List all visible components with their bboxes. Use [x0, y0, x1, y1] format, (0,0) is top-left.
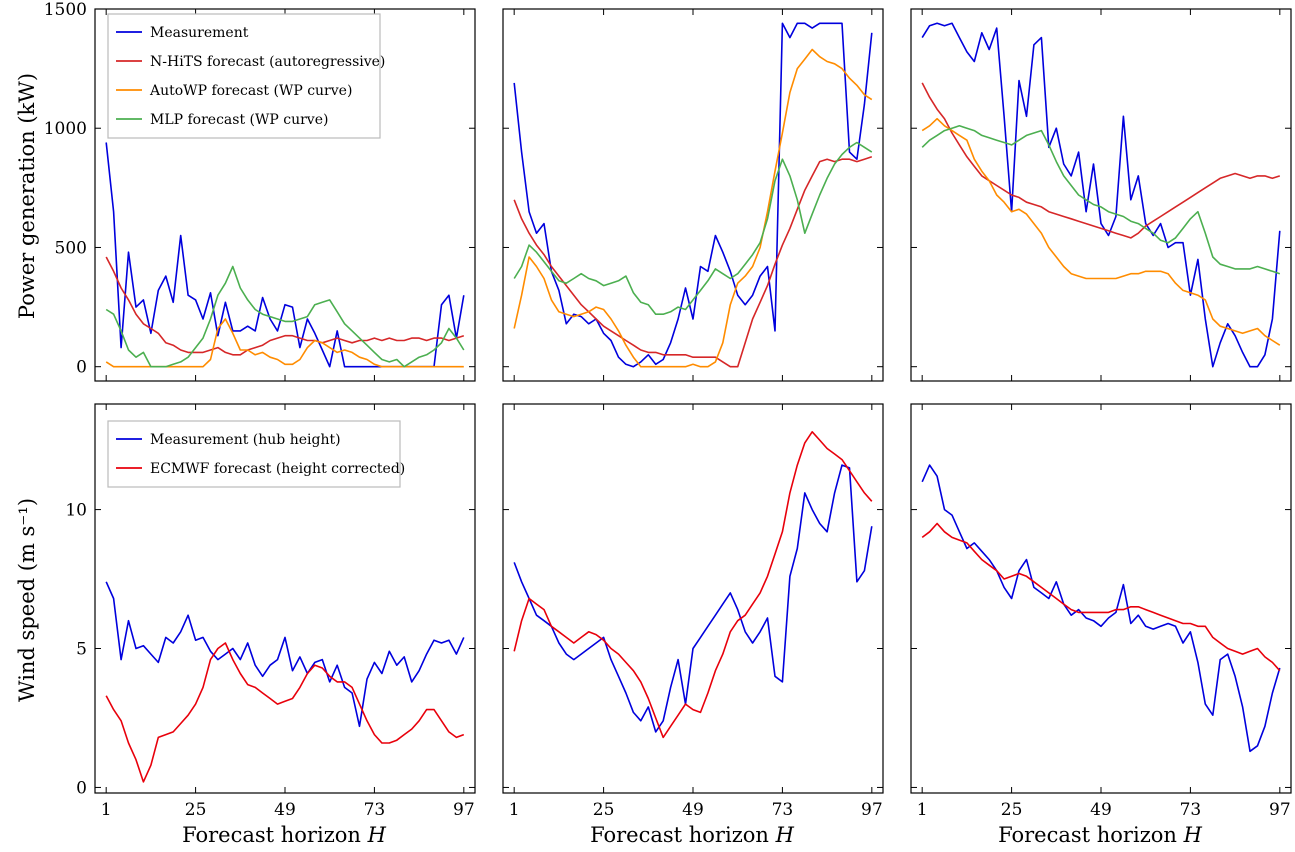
y-axis-title-wind: Wind speed (m s⁻¹) [15, 498, 39, 702]
legends: Measurement N-HiTS forecast (autoregressi… [107, 13, 405, 488]
panels: 0 500 1000 1500 1 25 49 73 97 0 5 10 1 25 49 73 97 1 25 49 7… [44, 0, 1292, 820]
x-tick-label: 25 [593, 800, 615, 820]
series-line-autowp [921, 117, 1281, 346]
legend-wind: Measurement (hub height) ECMWF forecast (… [107, 420, 405, 488]
x-tick-label: 49 [274, 800, 296, 820]
series-line-ecmwf [513, 431, 873, 739]
plot-frame [910, 8, 1292, 382]
panel-top-left: 0 500 1000 1500 [44, 0, 476, 382]
legend-label-autowp: AutoWP forecast (WP curve) [149, 83, 352, 99]
series-line-measurement [921, 464, 1281, 753]
series-line-mlp [921, 125, 1281, 275]
y-tick-label: 500 [55, 238, 87, 258]
panel-bottom-left: 1 25 49 73 97 0 5 10 [65, 403, 476, 820]
series-line-nhits [921, 82, 1281, 239]
y-tick-label: 1500 [44, 0, 87, 20]
legend-label-nhits: N-HiTS forecast (autoregressive) [150, 54, 385, 70]
plot-frame [502, 8, 884, 382]
panel-bottom-middle: 1 25 49 73 97 [502, 403, 884, 820]
x-tick-label: 97 [453, 800, 475, 820]
series-line-autowp [105, 318, 464, 368]
x-tick-label: 1 [509, 800, 520, 820]
x-tick-label: 73 [364, 800, 386, 820]
series-line-nhits [105, 256, 465, 356]
legend-box [107, 13, 381, 139]
series-line-measurement [513, 22, 873, 368]
x-tick-label: 25 [185, 800, 207, 820]
x-tick-label: 1 [917, 800, 928, 820]
series-line-measurement [105, 142, 465, 368]
plot-frame [910, 403, 1292, 794]
series-line-autowp [513, 48, 873, 368]
x-tick-label: 73 [772, 800, 794, 820]
x-tick-label: 49 [682, 800, 704, 820]
series-line-ecmwf [105, 642, 465, 783]
panel-top-right [910, 8, 1292, 382]
x-tick-label: 73 [1180, 800, 1202, 820]
series-line-measurement [105, 581, 465, 728]
series-line-measurement [513, 464, 873, 733]
legend-power: Measurement N-HiTS forecast (autoregressi… [107, 13, 385, 139]
legend-label-ecmwf: ECMWF forecast (height corrected) [150, 461, 405, 477]
series-line-measurement [921, 22, 1281, 368]
y-tick-label: 0 [76, 358, 87, 378]
y-tick-label: 1000 [44, 119, 87, 139]
x-tick-label: 97 [1269, 800, 1291, 820]
x-axis-title-left: Forecast horizon H [182, 823, 387, 847]
x-axis-title-middle: Forecast horizon H [590, 823, 795, 847]
series-line-nhits [513, 156, 873, 368]
series-line-ecmwf [921, 522, 1281, 672]
y-axis-title-power: Power generation (kW) [15, 73, 39, 319]
x-tick-label: 1 [101, 800, 112, 820]
y-tick-label: 10 [65, 501, 87, 521]
panel-bottom-right: 1 25 49 73 97 [910, 403, 1292, 820]
x-tick-label: 49 [1090, 800, 1112, 820]
legend-label-measurement: Measurement (hub height) [150, 432, 341, 448]
x-tick-label: 97 [861, 800, 883, 820]
y-tick-label: 0 [76, 778, 87, 798]
legend-label-measurement: Measurement [150, 25, 249, 41]
series-line-mlp [513, 141, 873, 315]
legend-label-mlp: MLP forecast (WP curve) [150, 112, 328, 128]
plot-frame [502, 403, 884, 794]
panel-top-middle [502, 8, 884, 382]
x-tick-label: 25 [1001, 800, 1023, 820]
y-tick-label: 5 [76, 640, 87, 660]
x-axis-title-right: Forecast horizon H [998, 823, 1203, 847]
legend-box [107, 420, 401, 488]
series-line-mlp [105, 265, 465, 368]
